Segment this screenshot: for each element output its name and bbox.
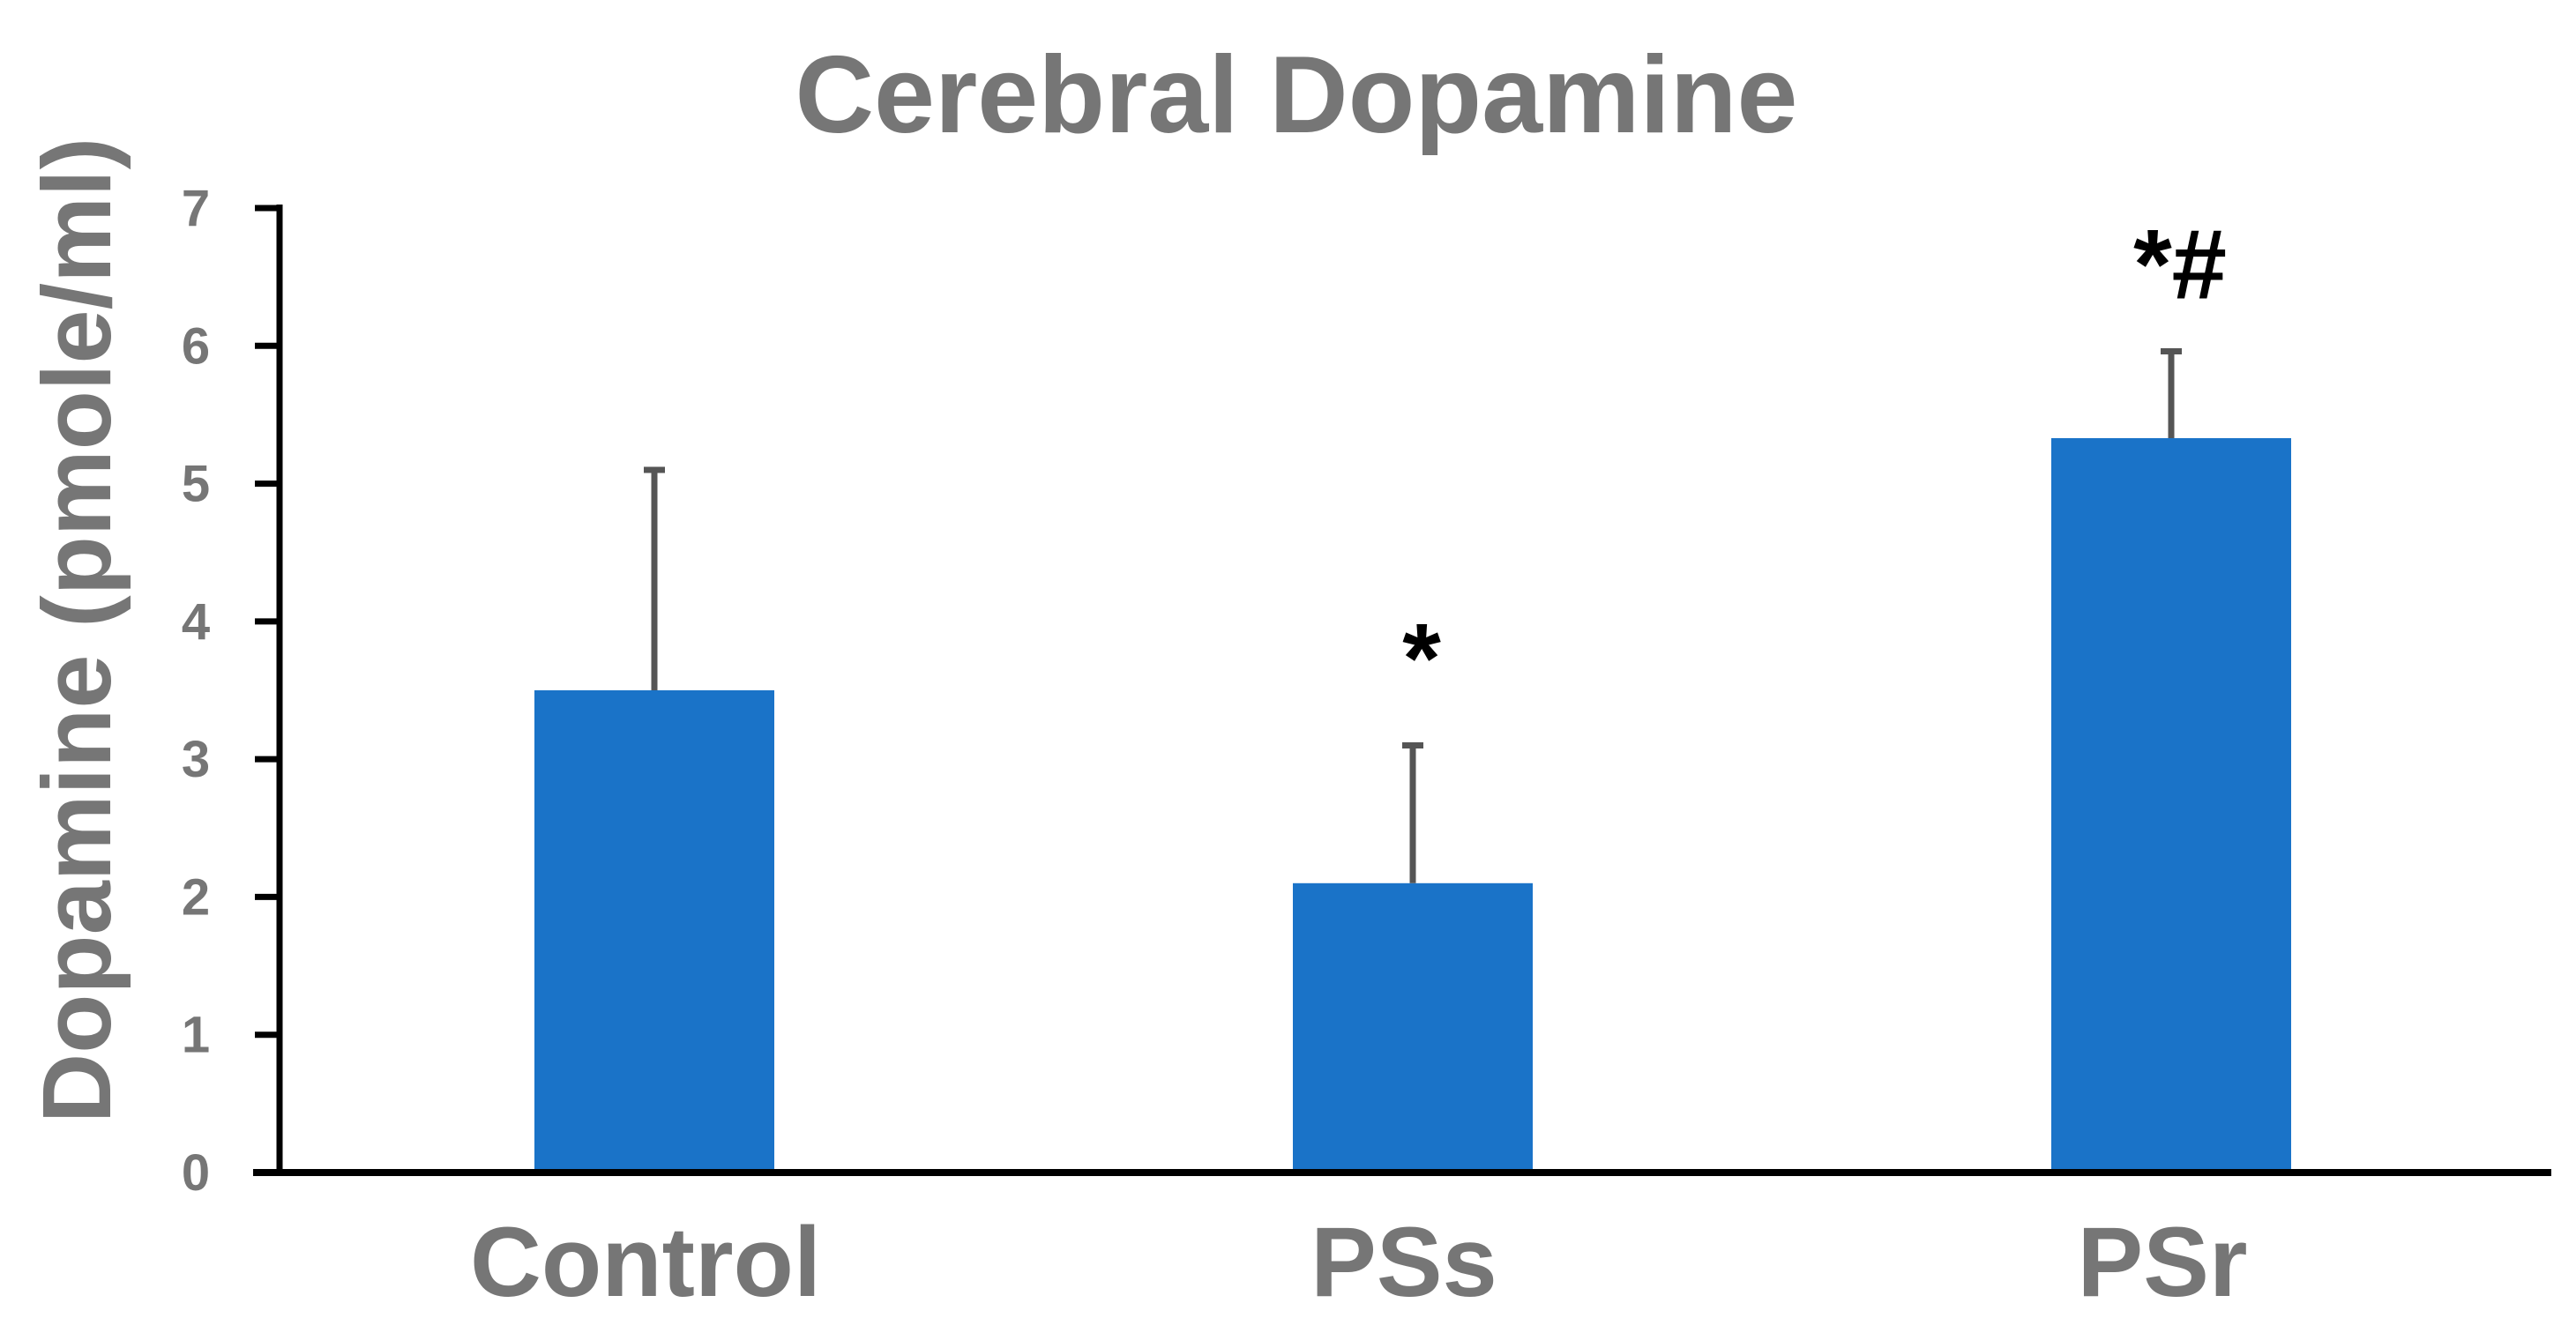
- significance-annotation-psr: *#: [2133, 210, 2227, 320]
- bar-control: [534, 690, 774, 1173]
- y-tick-label-4: 4: [182, 593, 210, 651]
- x-tick-label-control: Control: [470, 1207, 821, 1317]
- y-tick-label-6: 6: [182, 317, 210, 375]
- y-tick-label-7: 7: [182, 180, 210, 237]
- y-axis-label: Dopamine (pmole/ml): [23, 138, 131, 1123]
- plot-area: Control * PSs *# PSr 0 1 2 3 4 5 6 7: [182, 180, 2551, 1317]
- y-tick-label-1: 1: [182, 1007, 210, 1064]
- x-tick-label-psr: PSr: [2078, 1207, 2248, 1317]
- chart-title: Cerebral Dopamine: [795, 34, 1797, 156]
- bar-psr: [2051, 437, 2291, 1173]
- y-tick-label-3: 3: [182, 731, 210, 788]
- x-tick-label-pss: PSs: [1310, 1207, 1497, 1317]
- bar-pss: [1293, 882, 1533, 1173]
- significance-annotation-pss: *: [1402, 604, 1441, 714]
- y-tick-label-5: 5: [182, 456, 210, 513]
- y-tick-label-2: 2: [182, 868, 210, 926]
- y-tick-label-0: 0: [182, 1144, 210, 1202]
